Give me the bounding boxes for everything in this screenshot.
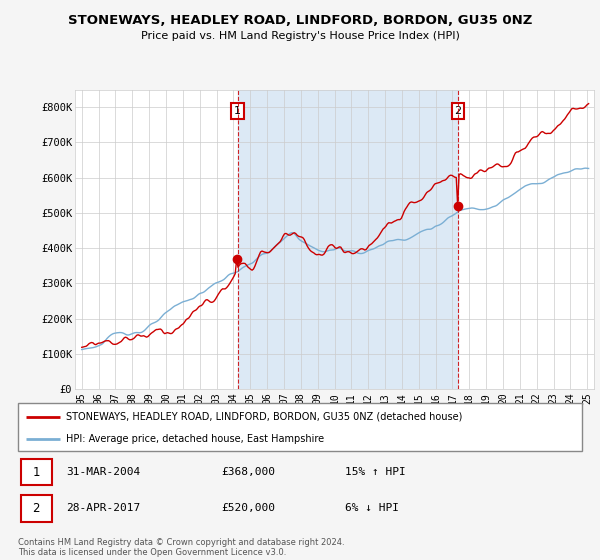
Text: 1: 1 <box>234 106 241 116</box>
Text: 6% ↓ HPI: 6% ↓ HPI <box>345 503 399 514</box>
FancyBboxPatch shape <box>21 495 52 522</box>
Text: £520,000: £520,000 <box>221 503 275 514</box>
Text: HPI: Average price, detached house, East Hampshire: HPI: Average price, detached house, East… <box>66 434 324 444</box>
Text: Contains HM Land Registry data © Crown copyright and database right 2024.
This d: Contains HM Land Registry data © Crown c… <box>18 538 344 557</box>
Text: £368,000: £368,000 <box>221 467 275 477</box>
Bar <box>238 90 458 389</box>
Text: 31-MAR-2004: 31-MAR-2004 <box>66 467 140 477</box>
FancyBboxPatch shape <box>18 403 582 451</box>
Text: STONEWAYS, HEADLEY ROAD, LINDFORD, BORDON, GU35 0NZ (detached house): STONEWAYS, HEADLEY ROAD, LINDFORD, BORDO… <box>66 412 463 422</box>
Text: 1: 1 <box>32 465 40 479</box>
Text: 2: 2 <box>32 502 40 515</box>
Text: Price paid vs. HM Land Registry's House Price Index (HPI): Price paid vs. HM Land Registry's House … <box>140 31 460 41</box>
Text: 15% ↑ HPI: 15% ↑ HPI <box>345 467 406 477</box>
Text: 28-APR-2017: 28-APR-2017 <box>66 503 140 514</box>
Text: 2: 2 <box>454 106 461 116</box>
Text: STONEWAYS, HEADLEY ROAD, LINDFORD, BORDON, GU35 0NZ: STONEWAYS, HEADLEY ROAD, LINDFORD, BORDO… <box>68 14 532 27</box>
FancyBboxPatch shape <box>21 459 52 486</box>
